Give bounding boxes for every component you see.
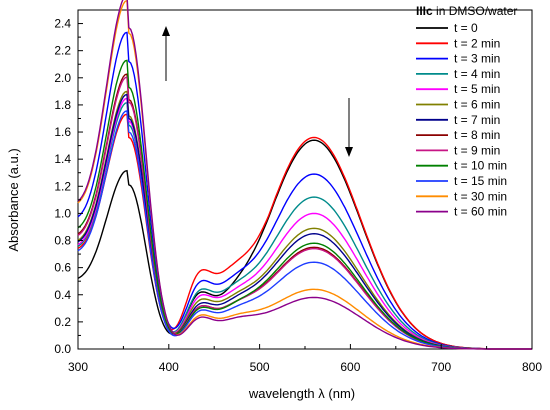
y-tick-label: 1.8 bbox=[54, 98, 71, 112]
x-tick-label: 600 bbox=[340, 360, 360, 374]
legend-entry-0: t = 0 bbox=[454, 21, 478, 35]
legend-entry-9: t = 10 min bbox=[454, 159, 507, 173]
legend-entry-1: t = 2 min bbox=[454, 36, 500, 50]
up-arrow-head bbox=[162, 26, 170, 36]
legend-entry-4: t = 5 min bbox=[454, 82, 500, 96]
legend-entry-12: t = 60 min bbox=[454, 205, 507, 219]
y-tick-label: 2.4 bbox=[54, 17, 71, 31]
y-tick-label: 1.6 bbox=[54, 125, 71, 139]
legend-entry-2: t = 3 min bbox=[454, 52, 500, 66]
y-tick-label: 1.2 bbox=[54, 179, 71, 193]
legend-entry-7: t = 8 min bbox=[454, 128, 500, 142]
y-tick-label: 0.6 bbox=[54, 261, 71, 275]
y-tick-label: 2.2 bbox=[54, 44, 71, 58]
down-arrow-head bbox=[345, 147, 353, 157]
x-tick-label: 700 bbox=[431, 360, 451, 374]
x-axis-label: wavelength λ (nm) bbox=[248, 386, 355, 401]
x-tick-label: 300 bbox=[68, 360, 88, 374]
y-tick-label: 0.0 bbox=[54, 342, 71, 356]
legend-entry-11: t = 30 min bbox=[454, 189, 507, 203]
y-tick-label: 0.8 bbox=[54, 234, 71, 248]
y-tick-label: 2.0 bbox=[54, 71, 71, 85]
legend-title-solvent: in DMSO/water bbox=[433, 4, 518, 18]
x-tick-label: 400 bbox=[159, 360, 179, 374]
legend-title: IIIc in DMSO/water bbox=[416, 4, 517, 18]
legend: IIIc in DMSO/water t = 0t = 2 min t = 3 mi… bbox=[416, 4, 517, 219]
trend-arrows bbox=[162, 26, 353, 157]
legend-entry-6: t = 7 min bbox=[454, 113, 500, 127]
legend-entry-8: t = 9 min bbox=[454, 143, 500, 157]
y-tick-label: 1.0 bbox=[54, 206, 71, 220]
series-line-12 bbox=[77, 0, 532, 350]
y-tick-label: 0.4 bbox=[54, 288, 71, 302]
axes: 300 400 500 600 700 800 0.0 0.2 0.4 0.6 0.8 1.0 1.2 1… bbox=[54, 17, 542, 374]
x-tick-label: 500 bbox=[250, 360, 270, 374]
series-curves bbox=[77, 0, 532, 350]
legend-title-compound: IIIc bbox=[416, 4, 433, 18]
y-tick-label: 1.4 bbox=[54, 152, 71, 166]
legend-entry-5: t = 6 min bbox=[454, 98, 500, 112]
x-tick-label: 800 bbox=[522, 360, 542, 374]
legend-entry-3: t = 4 min bbox=[454, 67, 500, 81]
y-tick-label: 0.2 bbox=[54, 315, 71, 329]
y-axis-label: Absorbance (a.u.) bbox=[6, 148, 21, 251]
legend-entry-10: t = 15 min bbox=[454, 174, 507, 188]
